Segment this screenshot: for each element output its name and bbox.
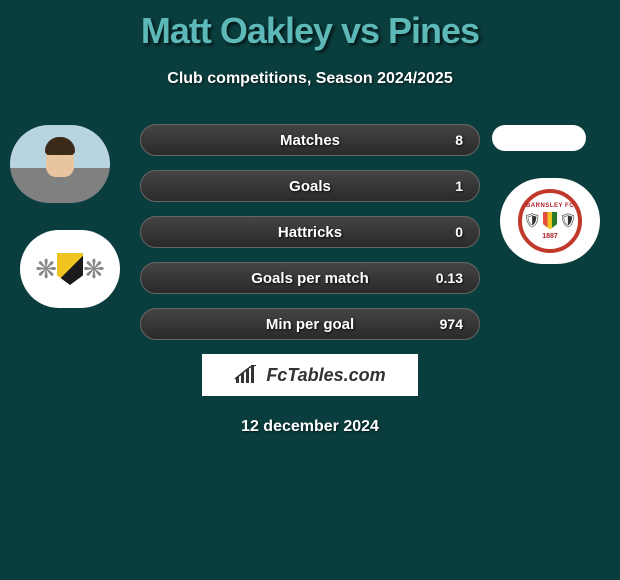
- stat-right-value: 0: [413, 224, 463, 240]
- page-title: Matt Oakley vs Pines: [0, 0, 620, 52]
- player-right-crest: BARNSLEY FC 🛡 🛡 1887: [500, 178, 600, 264]
- logo-text: FcTables.com: [266, 365, 385, 386]
- fctables-logo[interactable]: FcTables.com: [202, 354, 418, 396]
- stat-label: Matches: [280, 132, 340, 149]
- stat-row: Goals 1: [140, 170, 480, 202]
- crest-left-wing-icon: ❋: [35, 256, 57, 282]
- crest-left-wing-icon: ❋: [83, 256, 105, 282]
- stat-right-value: 974: [413, 316, 463, 332]
- bar-chart-icon: [234, 365, 260, 385]
- crest-right-shield-icon: [543, 212, 557, 230]
- stat-row: Goals per match 0.13: [140, 262, 480, 294]
- stat-label: Goals: [289, 178, 331, 195]
- stat-right-value: 1: [413, 178, 463, 194]
- stat-row: Hattricks 0: [140, 216, 480, 248]
- stat-right-value: 8: [413, 132, 463, 148]
- player-left-crest: ❋ ❋: [20, 230, 120, 308]
- stats-container: Matches 8 Goals 1 Hattricks 0 Goals per …: [140, 124, 480, 340]
- crest-right-year: 1887: [542, 233, 558, 240]
- date-text: 12 december 2024: [0, 418, 620, 436]
- stat-label: Goals per match: [251, 270, 369, 287]
- stat-row: Matches 8: [140, 124, 480, 156]
- player-left-avatar: [10, 125, 110, 203]
- crest-right-figure-icon: 🛡: [523, 212, 541, 229]
- crest-right-figure-icon: 🛡: [559, 212, 577, 229]
- stat-label: Hattricks: [278, 224, 342, 241]
- subtitle: Club competitions, Season 2024/2025: [0, 70, 620, 88]
- crest-left-shield-icon: [57, 253, 83, 285]
- stat-label: Min per goal: [266, 316, 354, 333]
- stat-right-value: 0.13: [413, 270, 463, 286]
- player-right-avatar: [492, 125, 586, 151]
- stat-row: Min per goal 974: [140, 308, 480, 340]
- crest-right-badge: BARNSLEY FC 🛡 🛡 1887: [518, 189, 582, 253]
